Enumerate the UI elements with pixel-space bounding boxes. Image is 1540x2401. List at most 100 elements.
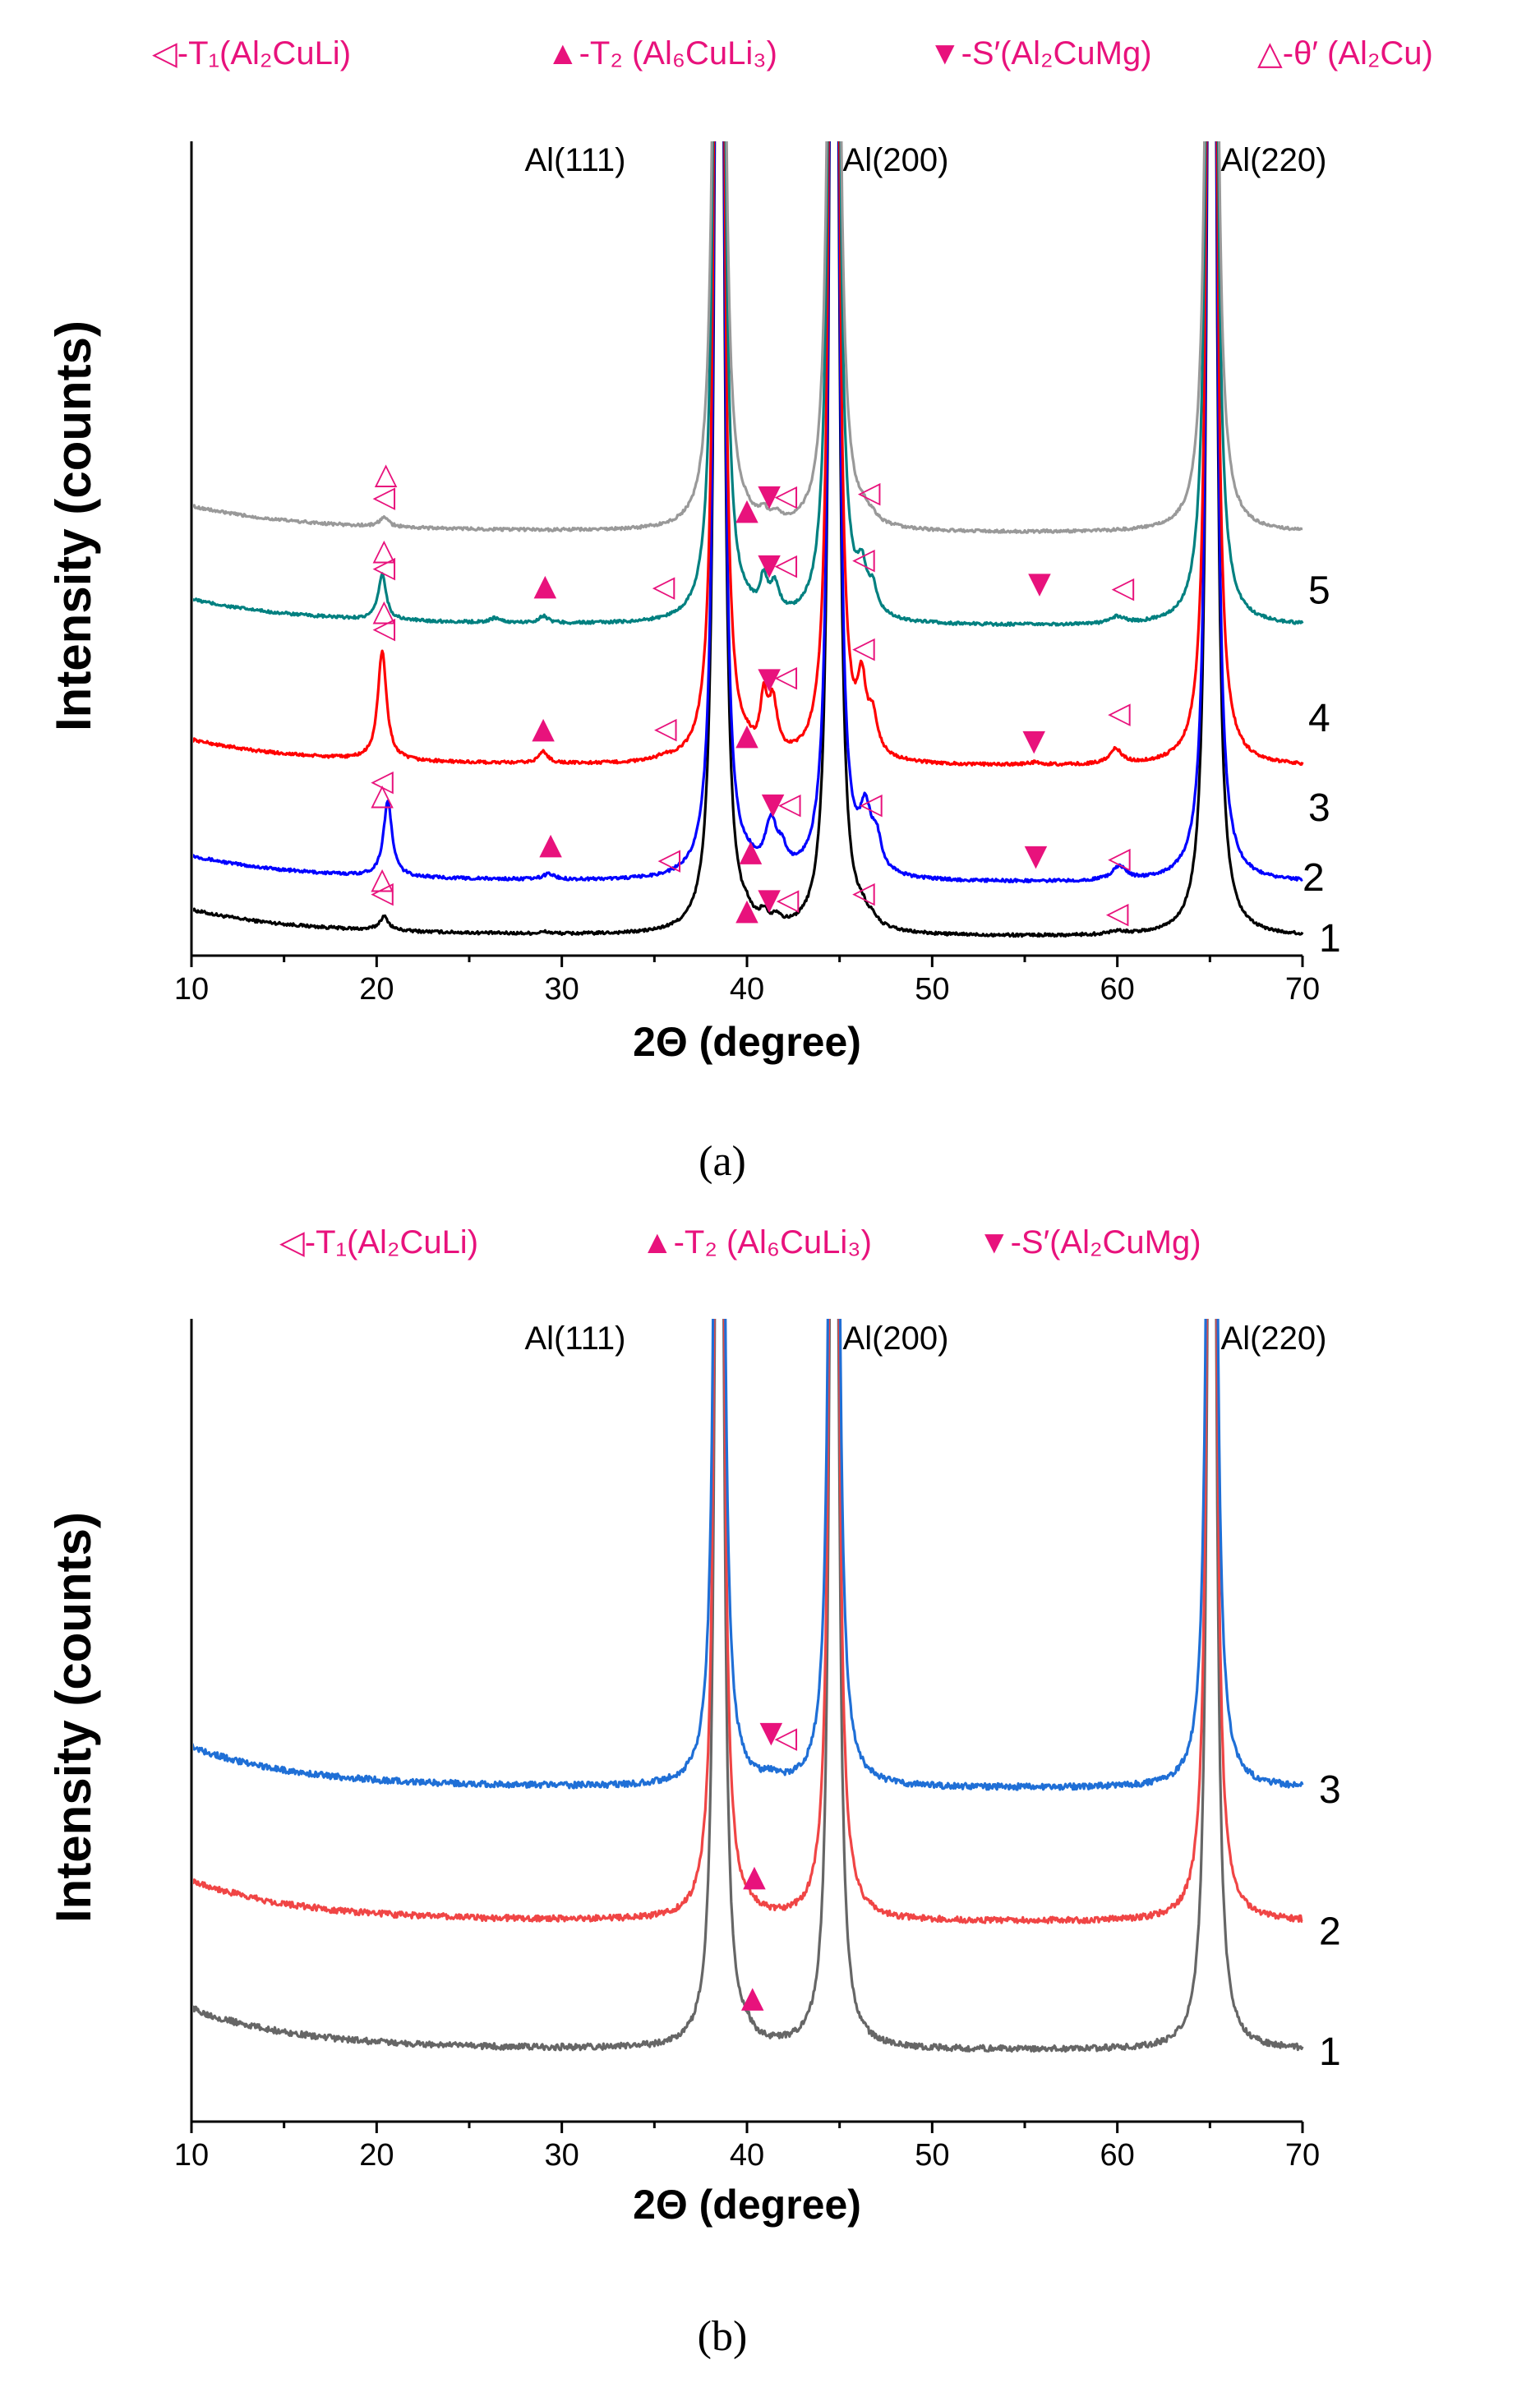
phase-marker: ▼ (758, 662, 781, 696)
y-axis-label: Intensity (counts) (46, 320, 101, 731)
phase-marker: ◁ (371, 764, 394, 798)
x-tick-label: 60 (1100, 2138, 1135, 2173)
legend-symbol: ▼ (929, 35, 961, 71)
legend-symbol: △ (1257, 35, 1283, 71)
phase-marker: ◁ (774, 1721, 797, 1754)
plot-area (193, 141, 1304, 938)
reflection-label: Al(111) (524, 1320, 625, 1357)
phase-marker: ▲ (735, 718, 758, 752)
x-tick-label: 30 (545, 972, 579, 1007)
series-2-line (193, 141, 1303, 884)
legend-label: -T₁(Al₂CuLi) (178, 35, 351, 71)
phase-marker: ◁ (852, 631, 875, 665)
legend-symbol: ◁ (279, 1224, 305, 1260)
phase-marker: ◁ (373, 611, 396, 645)
x-tick-label: 20 (359, 972, 394, 1007)
phase-marker: ▲ (740, 835, 763, 869)
phase-marker: ▲ (743, 1860, 766, 1893)
legend-label: -S′(Al₂CuMg) (961, 35, 1152, 71)
panel-caption: (b) (698, 2313, 748, 2360)
x-axis-label: 2Θ (degree) (633, 1019, 861, 1065)
legend-entry-2: ▲-T₂ (Al₆CuLi₃) (546, 35, 777, 71)
phase-marker: △ (371, 778, 394, 812)
series-2-line (193, 1319, 1303, 1924)
phase-marker: ▲ (735, 493, 758, 527)
x-tick-label: 10 (174, 972, 209, 1007)
legend-entry-2: ▲-T₂ (Al₆CuLi₃) (641, 1224, 872, 1260)
x-tick-label: 40 (730, 972, 764, 1007)
legend-entry-4: △-θ′ (Al₂Cu) (1257, 35, 1433, 71)
phase-marker: ▲ (735, 893, 758, 927)
x-tick-label: 50 (915, 972, 949, 1007)
phase-marker: ▼ (1025, 839, 1048, 873)
phase-marker: ◁ (1112, 571, 1135, 605)
x-tick-label: 70 (1285, 2138, 1320, 2173)
phase-marker: ◁ (860, 787, 883, 821)
x-tick-label: 30 (545, 2138, 579, 2173)
panel-b: ◁-T₁(Al₂CuLi) ▲-T₂ (Al₆CuLi₃) ▼-S′(Al₂CuMg… (46, 1224, 1341, 2360)
phase-marker: ◁ (774, 548, 797, 582)
phase-marker: ◁ (1108, 841, 1131, 875)
series-label-4: 4 (1308, 697, 1330, 740)
series-5-line (193, 141, 1303, 534)
phase-marker: ◁ (852, 876, 875, 910)
phase-marker: ◁ (371, 876, 394, 910)
legend-label: -S′(Al₂CuMg) (1011, 1224, 1201, 1260)
phase-marker: ◁ (777, 883, 800, 916)
legend-symbol: ◁ (152, 35, 178, 71)
legend-label: -T₂ (Al₆CuLi₃) (674, 1224, 872, 1260)
phase-marker: ▼ (758, 479, 781, 513)
phase-marker: ▲ (539, 827, 562, 861)
panel-a: ◁-T₁(Al₂CuLi) ▲-T₂ (Al₆CuLi₃) ▼-S′(Al₂CuMg… (46, 35, 1433, 1185)
reflection-label: Al(111) (524, 142, 625, 178)
x-tick-label: 60 (1100, 972, 1135, 1007)
legend-label: -T₂ (Al₆CuLi₃) (579, 35, 777, 71)
x-tick-label: 40 (730, 2138, 764, 2173)
phase-marker: ◁ (658, 842, 681, 876)
x-tick-label: 70 (1285, 972, 1320, 1007)
phase-marker: ▲ (741, 1981, 764, 2015)
phase-marker: ▲ (532, 712, 555, 745)
series-label-2: 2 (1303, 856, 1325, 900)
phase-marker: ◁ (652, 570, 675, 604)
phase-marker: ◁ (654, 712, 677, 745)
legend-entry-1: ◁-T₁(Al₂CuLi) (152, 35, 351, 71)
series-label-3: 3 (1319, 1768, 1341, 1812)
series-1-line (193, 141, 1304, 938)
phase-marker: ◁ (1106, 896, 1129, 930)
phase-marker: ◁ (373, 551, 396, 584)
series-label-5: 5 (1308, 569, 1330, 613)
phase-marker: ▼ (758, 883, 781, 916)
series-label-2: 2 (1319, 1910, 1341, 1954)
legend-entry-3: ▼-S′(Al₂CuMg) (978, 1224, 1201, 1260)
x-axis-label: 2Θ (degree) (633, 2182, 861, 2228)
phase-marker: △ (371, 862, 394, 896)
reflection-label: Al(200) (843, 1320, 949, 1357)
legend-symbol: ▼ (978, 1224, 1011, 1260)
series-1-line (193, 1319, 1304, 2053)
series-label-1: 1 (1319, 917, 1341, 961)
x-tick-label: 20 (359, 2138, 394, 2173)
plot-area (193, 1319, 1304, 2053)
x-tick-label: 50 (915, 2138, 949, 2173)
series-3-line (193, 1319, 1304, 1791)
phase-marker: ◁ (852, 542, 875, 576)
panel-caption: (a) (699, 1138, 746, 1185)
reflection-label: Al(220) (1221, 1320, 1327, 1357)
legend-label: -T₁(Al₂CuLi) (305, 1224, 478, 1260)
legend-entry-1: ◁-T₁(Al₂CuLi) (279, 1224, 478, 1260)
phase-marker: △ (373, 533, 396, 567)
phase-marker: ▼ (762, 787, 785, 821)
phase-marker: ◁ (373, 480, 396, 514)
x-tick-label: 10 (174, 2138, 209, 2173)
phase-marker: ◁ (778, 787, 801, 821)
legend-label: -θ′ (Al₂Cu) (1283, 35, 1433, 71)
phase-marker: △ (373, 594, 396, 628)
phase-marker: ▲ (534, 569, 557, 602)
phase-marker: ▼ (1022, 724, 1045, 758)
phase-marker: ◁ (774, 479, 797, 513)
legend-symbol: ▲ (641, 1224, 674, 1260)
phase-marker: △ (375, 457, 398, 491)
legend-entry-3: ▼-S′(Al₂CuMg) (929, 35, 1152, 71)
